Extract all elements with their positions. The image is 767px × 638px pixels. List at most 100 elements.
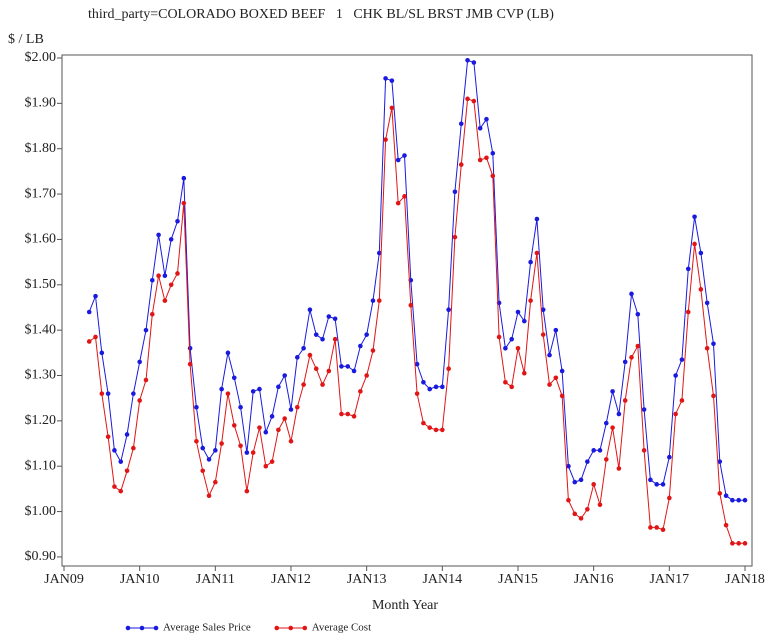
data-point <box>433 427 439 433</box>
data-point <box>421 380 426 385</box>
data-point <box>641 407 647 412</box>
data-point <box>503 380 508 385</box>
y-tick-label: $1.30 <box>25 368 57 383</box>
data-point <box>553 375 559 381</box>
x-tick-label: JAN11 <box>196 572 235 587</box>
data-point <box>572 511 578 517</box>
y-tick-label: $1.70 <box>25 186 57 201</box>
data-point <box>131 445 136 451</box>
data-point <box>276 427 281 433</box>
data-point <box>648 525 653 530</box>
data-point <box>547 382 552 387</box>
data-point <box>187 345 193 351</box>
data-point <box>698 250 704 256</box>
data-point <box>471 98 477 104</box>
data-point <box>194 404 199 410</box>
data-point <box>156 273 161 279</box>
data-point <box>603 457 609 462</box>
data-point <box>339 364 344 369</box>
data-point <box>427 386 433 392</box>
data-point <box>723 522 729 528</box>
data-point <box>376 298 382 303</box>
data-point <box>654 525 660 530</box>
data-point <box>93 334 98 340</box>
data-point <box>105 434 111 440</box>
x-tick-label: JAN09 <box>44 572 84 587</box>
data-point <box>698 287 704 292</box>
data-point <box>257 425 262 430</box>
data-point <box>742 541 748 546</box>
x-tick-label: JAN18 <box>725 572 765 587</box>
data-point <box>427 425 433 430</box>
data-point <box>295 355 300 360</box>
data-point <box>458 121 464 127</box>
x-tick-label: JAN12 <box>271 572 311 587</box>
y-axis-label: $ / LB <box>8 32 44 47</box>
data-point <box>345 364 351 369</box>
y-tick-label: $1.50 <box>25 277 57 292</box>
data-point <box>717 459 723 464</box>
data-point <box>351 368 357 374</box>
data-point <box>496 334 502 340</box>
data-point <box>358 343 363 349</box>
data-point <box>433 384 439 390</box>
data-point <box>250 450 256 455</box>
y-tick-label: $1.00 <box>25 504 57 519</box>
data-point <box>124 432 130 437</box>
data-point <box>572 479 578 485</box>
chart-title: third_party=COLORADO BOXED BEEF 1 CHK BL… <box>88 7 554 22</box>
data-point <box>585 507 590 512</box>
data-point <box>660 527 666 533</box>
data-point <box>673 373 678 378</box>
data-point <box>162 298 168 303</box>
data-point <box>509 384 514 390</box>
y-tick-label: $1.10 <box>25 458 57 473</box>
data-point <box>301 345 306 351</box>
data-point <box>622 398 628 403</box>
data-point <box>685 266 691 272</box>
data-point <box>99 350 105 356</box>
data-point <box>629 355 634 360</box>
data-point <box>591 482 596 487</box>
y-tick-label: $1.60 <box>25 232 57 247</box>
data-point <box>616 466 622 471</box>
data-point <box>269 459 275 464</box>
data-point <box>301 382 306 387</box>
data-point <box>288 438 294 444</box>
legend-marker <box>274 625 280 631</box>
data-point <box>742 497 748 503</box>
data-point <box>540 332 546 337</box>
data-point <box>112 484 117 489</box>
data-point <box>585 459 590 464</box>
legend-item: Average Cost <box>274 622 371 634</box>
data-point <box>635 343 641 349</box>
data-point <box>522 318 527 324</box>
data-point <box>610 389 615 394</box>
y-tick-label: $1.90 <box>25 96 57 111</box>
data-point <box>124 468 130 474</box>
data-point <box>332 316 338 322</box>
data-point <box>389 105 395 111</box>
data-point <box>112 448 117 453</box>
data-point <box>421 420 426 426</box>
data-point <box>553 327 559 333</box>
data-point <box>213 479 218 485</box>
series-line <box>88 59 745 501</box>
data-point <box>692 241 697 247</box>
data-point <box>578 516 584 521</box>
legend-item: Average Sales Price <box>125 622 251 634</box>
x-tick-label: JAN13 <box>347 572 387 587</box>
data-point <box>93 293 98 299</box>
data-point <box>231 423 237 428</box>
data-point <box>559 393 565 399</box>
data-point <box>723 493 729 498</box>
data-point <box>376 250 382 256</box>
data-point <box>351 414 357 419</box>
data-point <box>395 200 401 206</box>
data-point <box>559 368 565 374</box>
data-point <box>440 427 445 433</box>
data-point <box>635 311 641 317</box>
data-point <box>673 411 678 417</box>
data-point <box>181 175 187 181</box>
